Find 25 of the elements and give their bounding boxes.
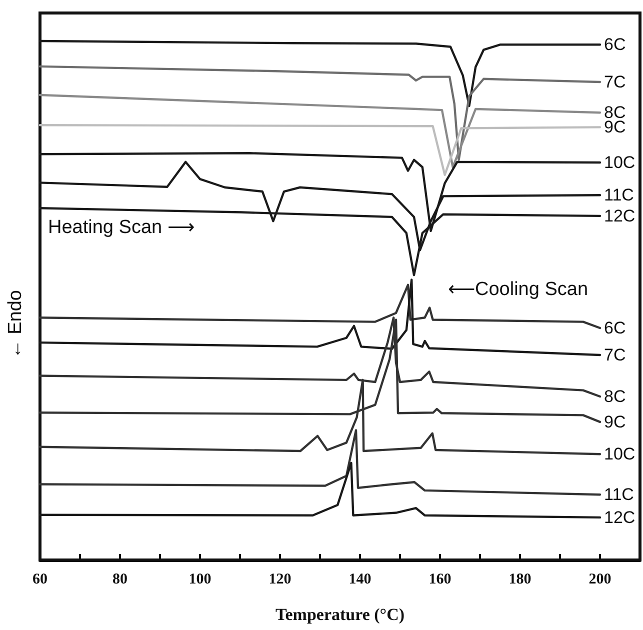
x-tick-label: 80: [112, 572, 128, 588]
series-label: 6C: [604, 318, 626, 338]
series-label: 8C: [604, 387, 626, 406]
x-tick-label: 200: [588, 572, 612, 588]
series-label: 9C: [604, 412, 626, 432]
series-label: 10C: [604, 152, 636, 172]
series-label: 7C: [604, 72, 626, 92]
series-label: 9C: [604, 118, 626, 137]
series-label: 11C: [604, 186, 634, 205]
x-tick-label: 180: [508, 572, 532, 588]
series-label: 12C: [604, 206, 636, 226]
series-label: 12C: [604, 508, 636, 527]
x-tick-label: 160: [428, 572, 452, 588]
series-label: 10C: [604, 444, 636, 464]
x-tick-label: 100: [188, 572, 212, 588]
annotation: Heating Scan ⟶: [48, 217, 194, 238]
series-label: 7C: [604, 346, 626, 365]
series-label: 11C: [604, 485, 634, 504]
annotation: ⟵Cooling Scan: [448, 279, 588, 300]
y-axis-title: ← Endo: [5, 290, 26, 359]
x-tick-label: 140: [348, 572, 372, 588]
x-tick-label: 60: [32, 572, 48, 588]
x-axis-title: Temperature (°C): [275, 605, 405, 624]
series-label: 6C: [604, 35, 626, 54]
x-tick-label: 120: [268, 572, 292, 588]
